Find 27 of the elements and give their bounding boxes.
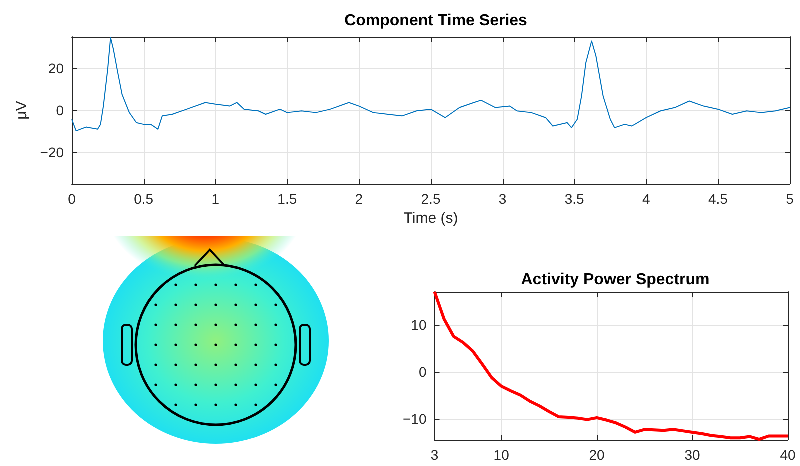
x-tick-label: 30 [684,447,701,463]
x-tick-label: 4.5 [708,191,728,207]
x-axis-title: Time (s) [404,210,458,227]
x-tick-label: 2 [355,191,364,207]
chart-title: Component Time Series [344,12,528,30]
y-tick-label: −20 [40,144,64,160]
x-tick-label: 1 [212,191,220,207]
x-tick-label: 4 [642,191,650,207]
x-tick-label: 10 [494,447,510,463]
line-series [433,290,790,442]
y-axis-title: μV [13,101,30,120]
x-tick-label: 0 [68,191,76,207]
y-tick-label: 0 [56,102,64,118]
x-tick-label: 20 [589,447,606,463]
y-tick-label: 10 [411,316,427,333]
x-tick-label: 40 [780,447,796,463]
x-tick-label: 3 [498,191,507,207]
x-tick-label: 3 [430,447,439,463]
y-tick-label: 0 [418,364,427,380]
y-tick-label: −10 [403,410,427,427]
y-tick-label: 20 [48,60,64,76]
x-tick-label: 0.5 [134,191,154,207]
x-tick-label: 2.5 [421,191,441,207]
x-tick-label: 3.5 [564,191,585,207]
x-tick-label: 5 [786,191,794,207]
chart-title: Activity Power Spectrum [521,272,710,288]
x-tick-label: 1.5 [278,191,298,207]
